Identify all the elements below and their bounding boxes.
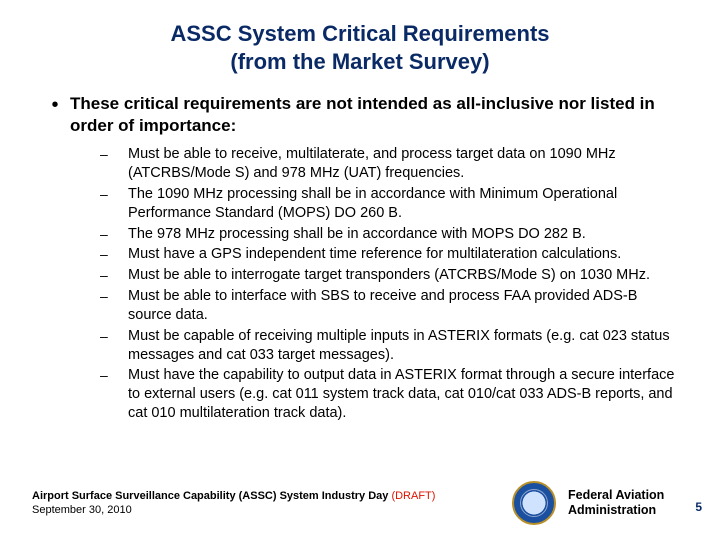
- slide: ASSC System Critical Requirements (from …: [0, 0, 720, 540]
- dash-icon: –: [100, 287, 128, 305]
- list-item: – The 978 MHz processing shall be in acc…: [100, 225, 680, 244]
- sub-bullet-list: – Must be able to receive, multilaterate…: [100, 145, 680, 423]
- list-item-text: Must be able to interrogate target trans…: [128, 266, 650, 285]
- slide-footer: Airport Surface Surveillance Capability …: [0, 478, 720, 528]
- footer-date: September 30, 2010: [32, 503, 500, 517]
- list-item: – Must be able to interface with SBS to …: [100, 287, 680, 325]
- dash-icon: –: [100, 225, 128, 243]
- lead-bullet-row: • These critical requirements are not in…: [40, 93, 680, 137]
- bullet-icon: •: [40, 93, 70, 117]
- footer-org: Federal Aviation Administration: [568, 488, 688, 518]
- list-item-text: The 978 MHz processing shall be in accor…: [128, 225, 586, 244]
- list-item: – Must be able to receive, multilaterate…: [100, 145, 680, 183]
- footer-draft: (DRAFT): [388, 490, 435, 502]
- list-item: – Must have a GPS independent time refer…: [100, 245, 680, 264]
- list-item-text: Must be able to interface with SBS to re…: [128, 287, 680, 325]
- org-line-1: Federal Aviation: [568, 488, 664, 502]
- list-item: – Must be able to interrogate target tra…: [100, 266, 680, 285]
- dash-icon: –: [100, 185, 128, 203]
- footer-event: Airport Surface Surveillance Capability …: [32, 490, 388, 502]
- dash-icon: –: [100, 327, 128, 345]
- title-line-1: ASSC System Critical Requirements: [170, 21, 549, 46]
- list-item-text: The 1090 MHz processing shall be in acco…: [128, 185, 680, 223]
- list-item-text: Must be able to receive, multilaterate, …: [128, 145, 680, 183]
- list-item: – Must have the capability to output dat…: [100, 366, 680, 423]
- list-item-text: Must be capable of receiving multiple in…: [128, 327, 680, 365]
- dash-icon: –: [100, 245, 128, 263]
- slide-title: ASSC System Critical Requirements (from …: [100, 20, 620, 75]
- list-item: – Must be capable of receiving multiple …: [100, 327, 680, 365]
- dash-icon: –: [100, 366, 128, 384]
- page-number: 5: [695, 500, 702, 514]
- title-line-2: (from the Market Survey): [230, 49, 489, 74]
- dash-icon: –: [100, 145, 128, 163]
- list-item-text: Must have a GPS independent time referen…: [128, 245, 621, 264]
- footer-left: Airport Surface Surveillance Capability …: [32, 489, 500, 518]
- list-item-text: Must have the capability to output data …: [128, 366, 680, 423]
- faa-seal-icon: [512, 481, 556, 525]
- list-item: – The 1090 MHz processing shall be in ac…: [100, 185, 680, 223]
- lead-text: These critical requirements are not inte…: [70, 93, 680, 137]
- org-line-2: Administration: [568, 503, 656, 517]
- dash-icon: –: [100, 266, 128, 284]
